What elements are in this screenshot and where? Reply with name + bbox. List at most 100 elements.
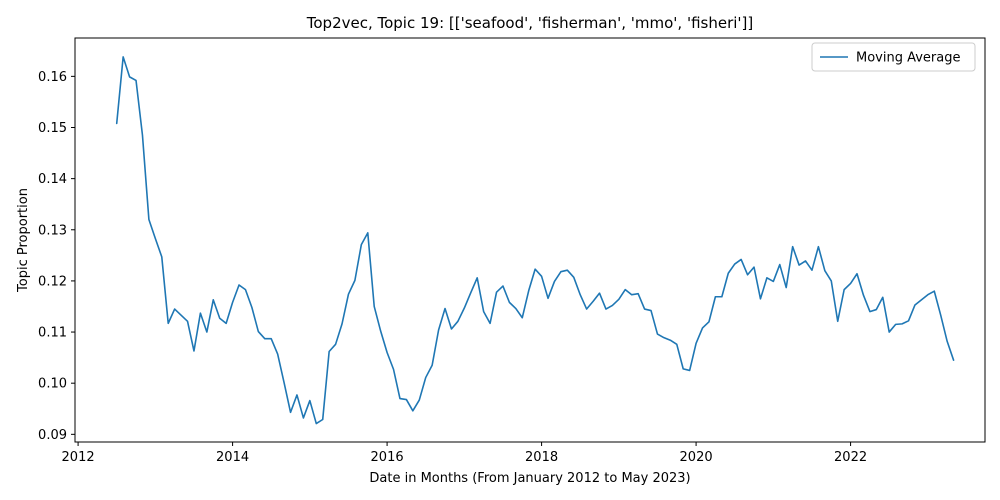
data-point: [682, 368, 684, 370]
data-point: [740, 259, 742, 261]
data-point: [760, 298, 762, 300]
data-point: [773, 281, 775, 283]
data-point: [425, 377, 427, 379]
data-point: [850, 283, 852, 285]
data-point: [238, 284, 240, 286]
data-point: [251, 307, 253, 309]
data-point: [476, 277, 478, 279]
data-point: [367, 232, 369, 234]
data-point: [135, 80, 137, 82]
y-axis-label: Topic Proportion: [16, 188, 31, 293]
data-point: [708, 321, 710, 323]
data-point: [245, 289, 247, 291]
data-point: [612, 305, 614, 307]
x-tick-label: 2018: [525, 450, 558, 465]
data-point: [496, 291, 498, 293]
data-point: [727, 272, 729, 274]
data-point: [657, 333, 659, 335]
data-point: [303, 417, 305, 419]
data-point: [702, 327, 704, 329]
data-point: [663, 337, 665, 339]
data-point: [225, 323, 227, 325]
data-point: [200, 312, 202, 314]
data-point: [258, 331, 260, 333]
data-point: [747, 274, 749, 276]
data-point: [142, 134, 144, 136]
x-tick-label: 2022: [834, 450, 867, 465]
data-point: [412, 410, 414, 412]
plot-area: [74, 37, 986, 443]
data-point: [579, 294, 581, 296]
data-point: [155, 238, 157, 240]
data-point: [586, 308, 588, 310]
data-point: [393, 369, 395, 371]
data-point: [592, 301, 594, 303]
data-point: [715, 296, 717, 298]
data-point: [670, 339, 672, 341]
data-point: [219, 317, 221, 319]
data-point: [933, 290, 935, 292]
data-point: [418, 399, 420, 401]
data-point: [193, 350, 195, 352]
data-point: [328, 351, 330, 353]
data-point: [779, 264, 781, 266]
x-tick-label: 2020: [680, 450, 713, 465]
data-point: [386, 352, 388, 354]
data-point: [554, 281, 556, 283]
data-point: [631, 294, 633, 296]
data-point: [341, 323, 343, 325]
data-point: [914, 304, 916, 306]
data-point: [734, 263, 736, 265]
legend-box: [811, 42, 976, 72]
data-point: [869, 311, 871, 313]
data-point: [605, 308, 607, 310]
data-point: [792, 246, 794, 248]
data-point: [129, 76, 131, 78]
data-point: [534, 268, 536, 270]
data-point: [309, 400, 311, 402]
data-point: [380, 330, 382, 332]
legend: Moving Average: [811, 42, 976, 72]
data-point: [547, 298, 549, 300]
series-line-moving-average: [115, 56, 955, 425]
x-axis-label: Date in Months (From January 2012 to May…: [369, 471, 690, 486]
data-point: [637, 293, 639, 295]
y-tick-label: 0.10: [38, 377, 67, 392]
data-point: [206, 331, 208, 333]
data-point: [444, 308, 446, 310]
data-point: [888, 331, 890, 333]
data-point: [676, 344, 678, 346]
data-point: [689, 370, 691, 372]
data-point: [528, 290, 530, 292]
data-point: [856, 273, 858, 275]
data-point: [161, 256, 163, 258]
data-point: [921, 299, 923, 301]
data-point: [805, 260, 807, 262]
data-point: [927, 294, 929, 296]
y-tick-label: 0.09: [38, 428, 67, 443]
data-point: [361, 244, 363, 246]
data-point: [232, 302, 234, 304]
data-point: [753, 266, 755, 268]
data-point: [489, 323, 491, 325]
data-point: [908, 320, 910, 322]
data-point: [811, 269, 813, 271]
data-point: [624, 289, 626, 291]
data-point: [167, 323, 169, 325]
data-point: [863, 294, 865, 296]
data-point: [798, 264, 800, 266]
data-point: [438, 329, 440, 331]
data-point: [457, 321, 459, 323]
data-point: [187, 321, 189, 323]
data-point: [837, 321, 839, 323]
data-point: [876, 309, 878, 311]
data-point: [296, 394, 298, 396]
data-point: [895, 324, 897, 326]
data-point: [122, 56, 124, 58]
y-tick-label: 0.15: [38, 121, 67, 136]
data-point: [560, 271, 562, 273]
data-point: [818, 246, 820, 248]
data-point: [322, 419, 324, 421]
y-tick-label: 0.12: [38, 274, 67, 289]
